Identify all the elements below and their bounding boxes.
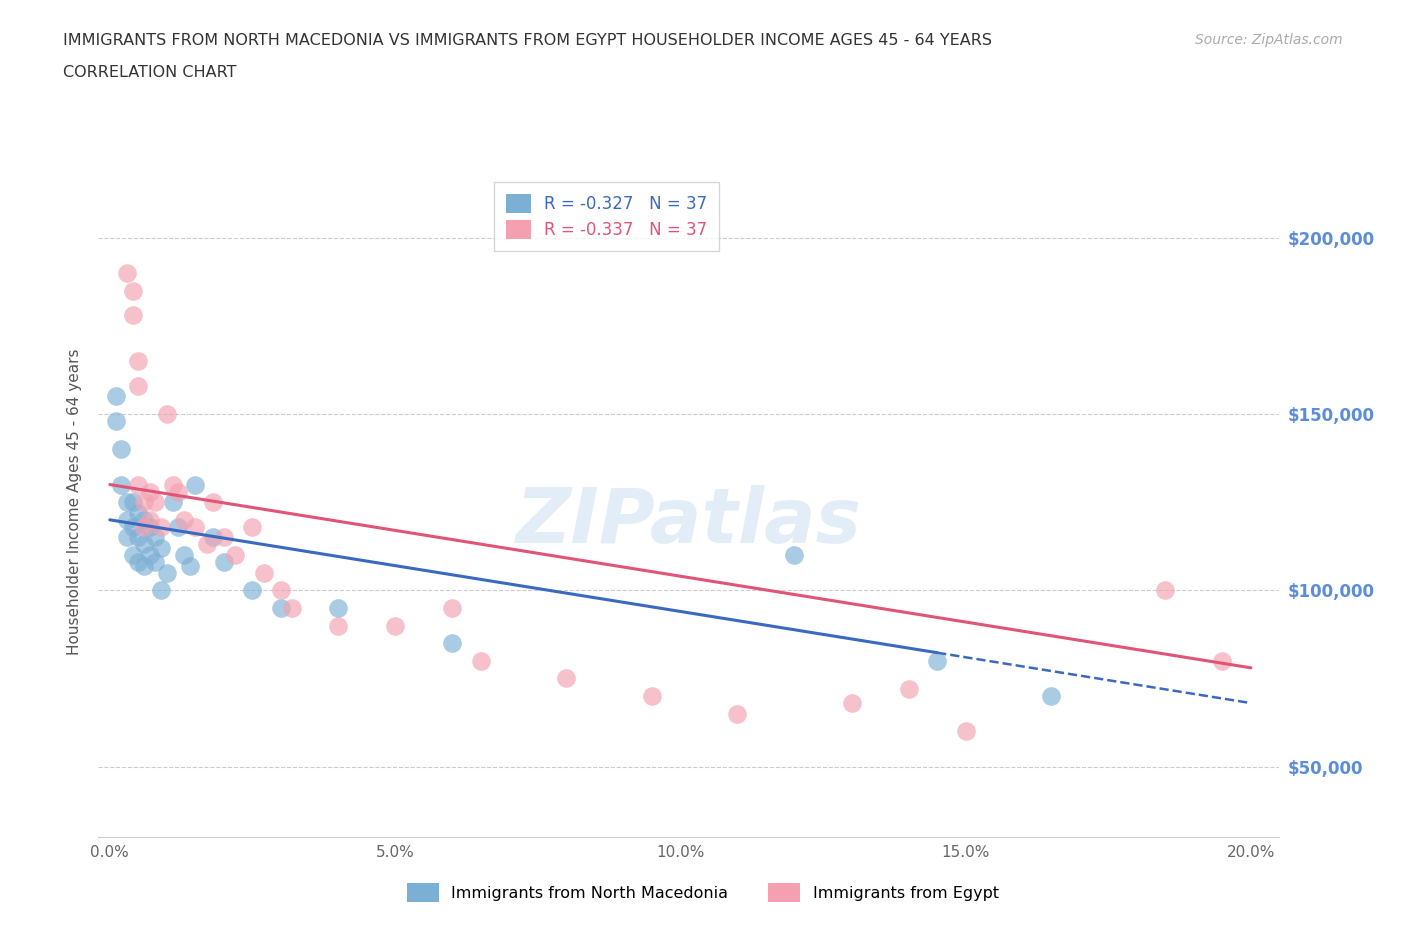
Point <box>195 537 218 551</box>
Point <box>132 512 155 527</box>
Point <box>145 530 167 545</box>
Point <box>127 379 149 393</box>
Point <box>783 548 806 563</box>
Point <box>121 548 143 563</box>
Point <box>139 485 162 499</box>
Point <box>201 530 224 545</box>
Point <box>173 548 195 563</box>
Point <box>139 520 162 535</box>
Point <box>104 414 127 429</box>
Point <box>270 583 292 598</box>
Text: IMMIGRANTS FROM NORTH MACEDONIA VS IMMIGRANTS FROM EGYPT HOUSEHOLDER INCOME AGES: IMMIGRANTS FROM NORTH MACEDONIA VS IMMIG… <box>63 33 993 47</box>
Point <box>145 495 167 510</box>
Point <box>115 512 138 527</box>
Point <box>156 565 179 580</box>
Text: ZIPatlas: ZIPatlas <box>516 485 862 559</box>
Point <box>841 696 863 711</box>
Point <box>132 558 155 573</box>
Point <box>470 654 492 669</box>
Point <box>253 565 276 580</box>
Point <box>132 495 155 510</box>
Point <box>641 688 664 703</box>
Point <box>127 353 149 368</box>
Point <box>242 520 264 535</box>
Point <box>115 530 138 545</box>
Legend: Immigrants from North Macedonia, Immigrants from Egypt: Immigrants from North Macedonia, Immigra… <box>401 877 1005 908</box>
Point <box>927 654 949 669</box>
Point <box>127 530 149 545</box>
Point <box>955 724 977 738</box>
Point <box>162 477 184 492</box>
Point <box>201 495 224 510</box>
Text: Source: ZipAtlas.com: Source: ZipAtlas.com <box>1195 33 1343 46</box>
Point <box>162 495 184 510</box>
Point <box>145 554 167 569</box>
Point <box>725 706 748 721</box>
Point <box>224 548 246 563</box>
Point <box>212 530 235 545</box>
Point <box>127 477 149 492</box>
Point <box>212 554 235 569</box>
Point <box>139 548 162 563</box>
Point <box>121 308 143 323</box>
Point <box>1154 583 1177 598</box>
Point <box>384 618 406 633</box>
Point <box>167 485 190 499</box>
Point <box>150 583 173 598</box>
Point <box>242 583 264 598</box>
Point <box>897 682 920 697</box>
Point <box>115 495 138 510</box>
Point <box>270 601 292 616</box>
Point <box>1211 654 1233 669</box>
Point <box>326 601 349 616</box>
Point <box>110 442 132 457</box>
Point <box>173 512 195 527</box>
Point <box>167 520 190 535</box>
Point <box>121 284 143 299</box>
Point <box>441 636 464 651</box>
Point <box>150 540 173 555</box>
Point <box>326 618 349 633</box>
Point <box>1040 688 1063 703</box>
Point <box>281 601 304 616</box>
Point <box>127 505 149 520</box>
Point <box>184 520 207 535</box>
Point <box>104 389 127 404</box>
Point <box>150 520 173 535</box>
Point <box>110 477 132 492</box>
Point <box>139 512 162 527</box>
Legend: R = -0.327   N = 37, R = -0.337   N = 37: R = -0.327 N = 37, R = -0.337 N = 37 <box>494 182 718 251</box>
Point <box>441 601 464 616</box>
Point <box>179 558 201 573</box>
Point <box>555 671 578 685</box>
Text: CORRELATION CHART: CORRELATION CHART <box>63 65 236 80</box>
Point <box>184 477 207 492</box>
Point <box>121 520 143 535</box>
Point <box>132 520 155 535</box>
Point <box>127 554 149 569</box>
Point <box>121 495 143 510</box>
Point <box>132 537 155 551</box>
Point <box>156 406 179 421</box>
Point <box>115 266 138 281</box>
Y-axis label: Householder Income Ages 45 - 64 years: Householder Income Ages 45 - 64 years <box>67 349 83 656</box>
